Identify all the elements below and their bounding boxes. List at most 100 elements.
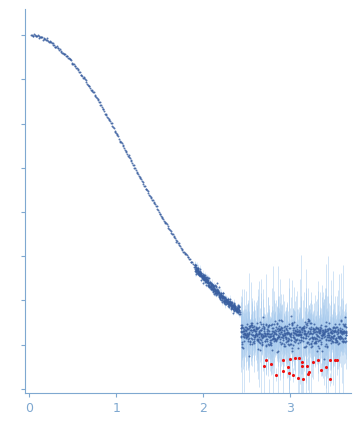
Point <box>204 279 210 286</box>
Point <box>226 298 231 305</box>
Point <box>58 48 64 55</box>
Point <box>135 169 140 176</box>
Point <box>342 328 348 335</box>
Point <box>274 335 280 342</box>
Point <box>259 338 265 345</box>
Point <box>214 290 220 297</box>
Point <box>214 288 220 295</box>
Point <box>269 320 275 327</box>
Point <box>123 147 129 154</box>
Point <box>110 123 116 130</box>
Point <box>304 338 310 345</box>
Point <box>300 334 305 341</box>
Point <box>233 308 239 315</box>
Point <box>275 319 280 326</box>
Point <box>280 357 286 364</box>
Point <box>244 326 250 333</box>
Point <box>259 335 265 342</box>
Point <box>312 335 318 342</box>
Point <box>232 303 238 310</box>
Point <box>342 339 348 346</box>
Point <box>223 297 229 304</box>
Point <box>329 338 335 345</box>
Point <box>260 341 265 348</box>
Point <box>43 36 49 43</box>
Point <box>127 155 133 162</box>
Point <box>222 298 228 305</box>
Point <box>212 287 217 294</box>
Point <box>298 336 304 343</box>
Point <box>281 340 287 347</box>
Point <box>194 264 200 271</box>
Point <box>248 320 254 327</box>
Point <box>101 106 106 113</box>
Point <box>315 326 320 333</box>
Point <box>223 297 229 304</box>
Point <box>50 39 55 46</box>
Point <box>290 347 295 354</box>
Point <box>165 222 170 229</box>
Point <box>147 192 153 199</box>
Point <box>269 335 275 342</box>
Point <box>318 328 323 335</box>
Point <box>324 318 329 325</box>
Point <box>266 334 271 341</box>
Point <box>273 331 279 338</box>
Point <box>37 34 42 41</box>
Point <box>258 336 264 343</box>
Point <box>124 149 129 156</box>
Point <box>340 329 346 336</box>
Point <box>48 38 53 45</box>
Point <box>107 118 113 125</box>
Point <box>215 290 221 297</box>
Point <box>341 330 347 337</box>
Point <box>333 321 338 328</box>
Point <box>303 329 308 336</box>
Point <box>230 302 236 309</box>
Point <box>222 295 228 302</box>
Point <box>282 333 288 340</box>
Point <box>251 323 257 329</box>
Point <box>323 326 328 333</box>
Point <box>212 282 218 289</box>
Point <box>326 331 332 338</box>
Point <box>305 322 310 329</box>
Point <box>215 288 221 295</box>
Point <box>260 323 266 329</box>
Point <box>343 323 349 330</box>
Point <box>110 123 115 130</box>
Point <box>275 328 281 335</box>
Point <box>120 142 126 149</box>
Point <box>290 329 296 336</box>
Point <box>250 331 255 338</box>
Point <box>279 324 284 331</box>
Point <box>209 284 215 291</box>
Point <box>195 269 200 276</box>
Point <box>171 233 177 240</box>
Point <box>56 46 62 53</box>
Point <box>311 335 316 342</box>
Point <box>315 357 321 364</box>
Point <box>201 275 207 282</box>
Point <box>153 202 159 209</box>
Point <box>44 36 49 43</box>
Point <box>211 282 217 289</box>
Point <box>61 50 67 57</box>
Point <box>58 48 63 55</box>
Point <box>112 128 117 135</box>
Point <box>329 329 334 336</box>
Point <box>279 325 284 332</box>
Point <box>280 331 286 338</box>
Point <box>318 341 324 348</box>
Point <box>55 45 61 52</box>
Point <box>333 329 339 336</box>
Point <box>231 303 237 310</box>
Point <box>198 270 204 277</box>
Point <box>199 274 204 281</box>
Point <box>206 274 212 281</box>
Point <box>294 331 300 338</box>
Point <box>325 326 330 333</box>
Point <box>267 333 273 340</box>
Point <box>329 335 334 342</box>
Point <box>263 322 268 329</box>
